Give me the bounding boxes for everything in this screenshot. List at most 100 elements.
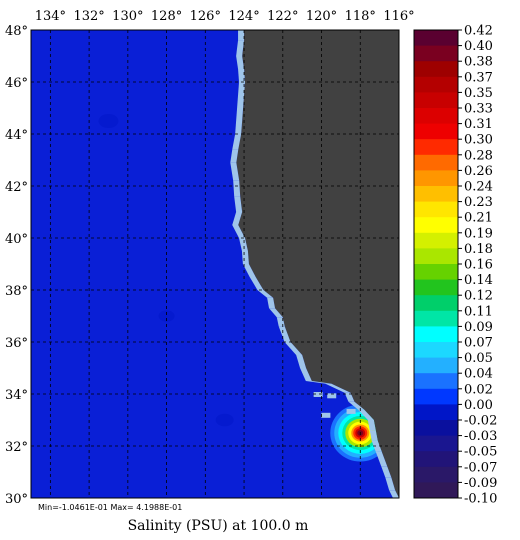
colorbar-swatch bbox=[414, 279, 458, 296]
latitude-label: 34° bbox=[5, 388, 28, 403]
shelf-segment bbox=[237, 82, 246, 108]
island-shelf bbox=[327, 393, 337, 399]
colorbar-label: 0.31 bbox=[464, 117, 493, 132]
colorbar-label: 0.00 bbox=[464, 398, 493, 413]
colorbar-swatch bbox=[414, 92, 458, 109]
longitude-labels: 134° 132° 130° 128° 126° 124° 122° 120° 118° 116° bbox=[35, 9, 415, 24]
latitude-label: 30° bbox=[5, 492, 28, 507]
colorbar-label: 0.12 bbox=[464, 289, 493, 304]
colorbar-swatch bbox=[414, 451, 458, 468]
shelf-segment bbox=[375, 451, 388, 467]
shelf-segment bbox=[233, 180, 241, 197]
colorbar-swatch bbox=[414, 217, 458, 234]
colorbar-swatch bbox=[414, 404, 458, 421]
colorbar-swatch bbox=[414, 420, 458, 437]
colorbar-label: 0.05 bbox=[464, 351, 493, 366]
island-shelf bbox=[321, 412, 331, 418]
colorbar-label: -0.02 bbox=[464, 414, 497, 429]
colorbar-swatch bbox=[414, 45, 458, 62]
colorbar-label: 0.11 bbox=[464, 304, 493, 319]
shelf-segment bbox=[230, 162, 240, 181]
shelf-segment bbox=[232, 134, 242, 150]
shelf-segment bbox=[269, 308, 283, 318]
shelf-segment bbox=[381, 466, 392, 478]
latitude-label: 42° bbox=[5, 180, 28, 195]
shelf-segment bbox=[238, 30, 245, 41]
shelf-segment bbox=[300, 368, 312, 381]
longitude-label: 132° bbox=[73, 9, 104, 24]
shelf-segment bbox=[257, 290, 274, 298]
longitude-label: 134° bbox=[35, 9, 66, 24]
colorbar-label: 0.30 bbox=[464, 133, 493, 148]
shelf-segment bbox=[358, 409, 374, 420]
colorbar-swatch bbox=[414, 342, 458, 359]
shelf-segment bbox=[238, 69, 246, 82]
map-title: Salinity (PSU) at 100.0 m bbox=[128, 518, 309, 534]
colorbar-label: 0.09 bbox=[464, 320, 493, 335]
colorbar-swatch bbox=[414, 108, 458, 125]
colorbar-label: -0.03 bbox=[464, 429, 497, 444]
colorbar-label: 0.42 bbox=[464, 24, 493, 39]
colorbar-label: 0.38 bbox=[464, 55, 493, 70]
salinity-contour-patch bbox=[158, 310, 175, 322]
colorbar-label: 0.23 bbox=[464, 195, 493, 210]
latitude-label: 40° bbox=[5, 232, 28, 247]
colorbar-swatch bbox=[414, 435, 458, 452]
longitude-label: 120° bbox=[306, 9, 337, 24]
latitude-label: 44° bbox=[5, 128, 28, 143]
map-plot-area bbox=[30, 29, 400, 499]
longitude-label: 124° bbox=[228, 9, 259, 24]
latitude-label: 32° bbox=[5, 440, 28, 455]
shelf-segment bbox=[344, 392, 355, 402]
colorbar-swatch bbox=[414, 201, 458, 218]
shelf-segment bbox=[325, 383, 351, 393]
colorbar-swatch bbox=[414, 76, 458, 93]
colorbar-label: -0.10 bbox=[464, 492, 497, 507]
shelf-segment bbox=[278, 326, 291, 342]
latitude-label: 38° bbox=[5, 284, 28, 299]
colorbar-label: 0.24 bbox=[464, 180, 493, 195]
colorbar-swatch bbox=[414, 30, 458, 47]
colorbar-label: -0.07 bbox=[464, 460, 497, 475]
shelf-segment bbox=[267, 297, 276, 309]
shelf-segment bbox=[284, 342, 303, 355]
min-max-stats: Min=-1.0461E-01 Max= 4.1988E-01 bbox=[38, 503, 182, 512]
colorbar-swatch bbox=[414, 326, 458, 343]
longitude-label: 128° bbox=[151, 9, 182, 24]
land-area bbox=[236, 30, 399, 498]
shelf-segment bbox=[230, 149, 239, 163]
plot-border bbox=[30, 29, 400, 499]
colorbar-label: 0.16 bbox=[464, 258, 493, 273]
shelf-segment bbox=[232, 225, 246, 238]
island-shelf bbox=[346, 408, 356, 414]
colorbar-swatch bbox=[414, 310, 458, 327]
colorbar-swatch bbox=[414, 248, 458, 265]
colorbar-swatch bbox=[414, 139, 458, 156]
longitude-label: 126° bbox=[190, 9, 221, 24]
colorbar-label: 0.02 bbox=[464, 382, 493, 397]
colorbar-swatch bbox=[414, 357, 458, 374]
shelf-segment bbox=[236, 40, 245, 56]
colorbar-label: 0.21 bbox=[464, 211, 493, 226]
colorbar-label: 0.37 bbox=[464, 70, 493, 85]
shelf-segment bbox=[235, 108, 244, 134]
shelf-segment bbox=[249, 277, 264, 290]
latitude-label: 36° bbox=[5, 336, 28, 351]
salinity-contour-patch bbox=[98, 114, 119, 128]
shelf-segment bbox=[241, 251, 249, 264]
colorbar-swatch bbox=[414, 295, 458, 312]
colorbar-swatch bbox=[414, 232, 458, 249]
shelf-segment bbox=[296, 355, 307, 368]
colorbar-swatch bbox=[414, 170, 458, 187]
colorbar-swatch bbox=[414, 186, 458, 203]
colorbar-swatch bbox=[414, 61, 458, 78]
shelf-segment bbox=[369, 430, 378, 441]
longitude-label: 116° bbox=[383, 9, 414, 24]
shelf-segment bbox=[232, 212, 243, 225]
colorbar-label: -0.09 bbox=[464, 476, 497, 491]
shelf-segment bbox=[305, 381, 332, 384]
colorbar-swatch bbox=[414, 154, 458, 171]
colorbar-swatch bbox=[414, 388, 458, 405]
colorbar-label: 0.04 bbox=[464, 367, 493, 382]
